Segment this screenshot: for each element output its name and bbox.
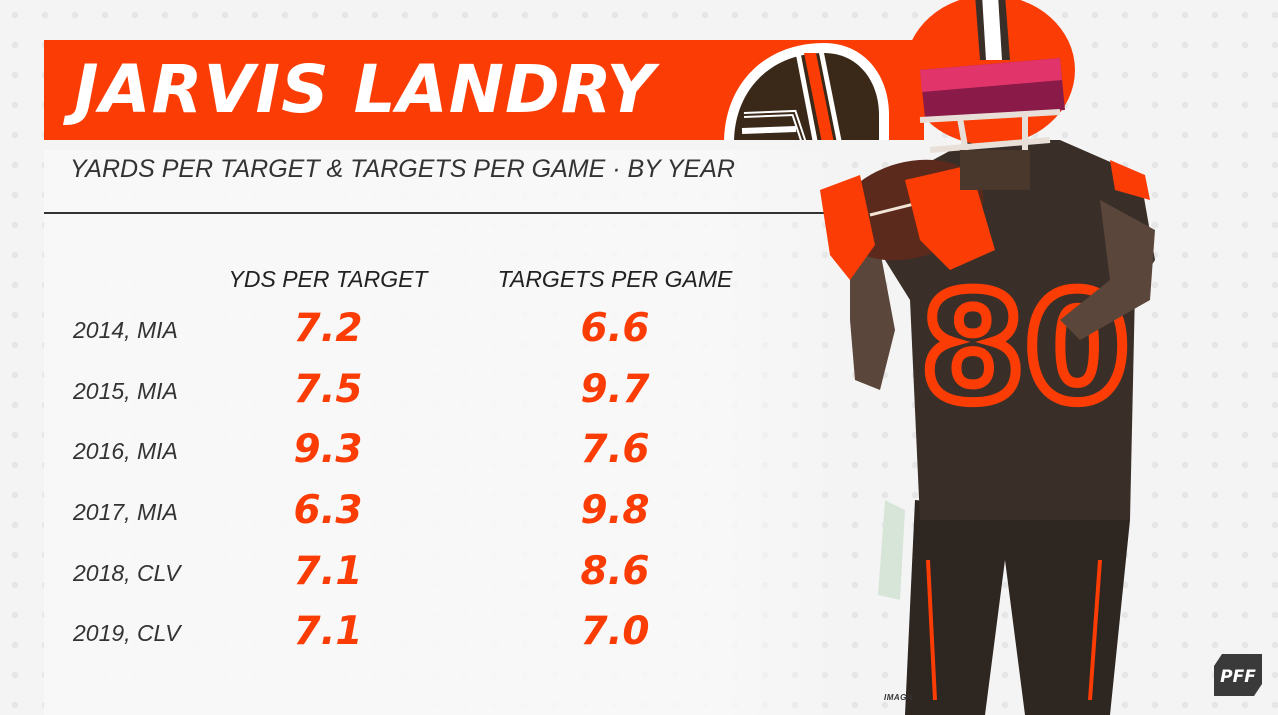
svg-text:80: 80 bbox=[921, 262, 1130, 436]
ypt-value: 7.5 bbox=[293, 367, 363, 412]
season-label: 2018, CLV bbox=[73, 560, 181, 586]
season-label: 2016, MIA bbox=[73, 438, 178, 464]
stat-row: 2016, MIA 9.3 7.6 bbox=[0, 424, 860, 484]
tpg-value: 8.6 bbox=[580, 549, 650, 594]
browns-helmet-icon bbox=[724, 43, 889, 140]
ypt-value: 7.1 bbox=[293, 609, 363, 654]
season-label: 2014, MIA bbox=[73, 317, 178, 343]
tpg-value: 7.0 bbox=[580, 609, 650, 654]
tpg-value: 6.6 bbox=[580, 306, 650, 351]
season-label: 2019, CLV bbox=[73, 620, 181, 646]
chart-subtitle: YARDS PER TARGET & TARGETS PER GAME · BY… bbox=[70, 155, 735, 183]
content-panel bbox=[44, 150, 844, 715]
player-name-title: JARVIS LANDRY bbox=[74, 51, 656, 128]
stat-row: 2017, MIA 6.3 9.8 bbox=[0, 485, 860, 545]
title-banner: JARVIS LANDRY bbox=[44, 40, 924, 140]
column-header-tpg: TARGETS PER GAME bbox=[497, 266, 733, 292]
stat-row: 2014, MIA 7.2 6.6 bbox=[0, 303, 860, 363]
season-label: 2015, MIA bbox=[73, 378, 178, 404]
ypt-value: 6.3 bbox=[293, 488, 363, 533]
stat-row: 2019, CLV 7.1 7.0 bbox=[0, 606, 860, 666]
divider bbox=[44, 212, 834, 214]
player-photo: 80 bbox=[820, 0, 1155, 715]
stat-row: 2018, CLV 7.1 8.6 bbox=[0, 546, 860, 606]
svg-text:PFF: PFF bbox=[1220, 667, 1256, 687]
ypt-value: 9.3 bbox=[293, 427, 363, 472]
photo-credit: IMAGN bbox=[884, 693, 914, 702]
stat-row: 2015, MIA 7.5 9.7 bbox=[0, 364, 860, 424]
ypt-value: 7.2 bbox=[293, 306, 363, 351]
tpg-value: 9.8 bbox=[580, 488, 650, 533]
pff-logo-icon: PFF bbox=[1214, 654, 1262, 696]
tpg-value: 7.6 bbox=[580, 427, 650, 472]
column-header-ypt: YDS PER TARGET bbox=[228, 266, 428, 292]
season-label: 2017, MIA bbox=[73, 499, 178, 525]
ypt-value: 7.1 bbox=[293, 549, 363, 594]
tpg-value: 9.7 bbox=[580, 367, 650, 412]
